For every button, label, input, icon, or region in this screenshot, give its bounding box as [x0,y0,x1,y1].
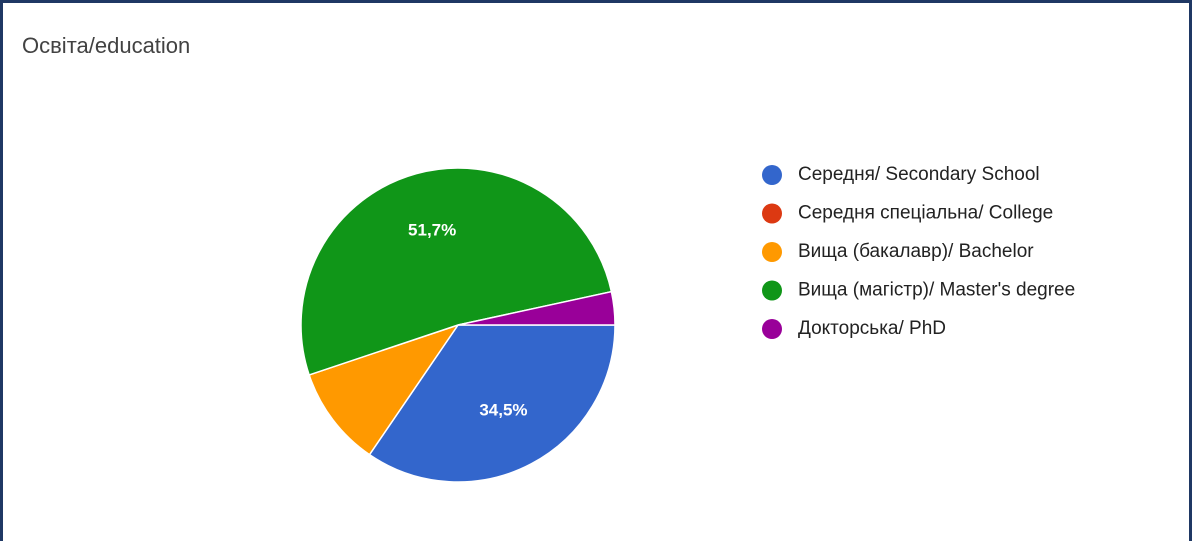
legend-label: Середня/ Secondary School [798,164,1040,185]
legend-swatch [762,242,782,262]
legend-label: Середня спеціальна/ College [798,203,1053,224]
data-label: 51,7% [408,221,456,240]
pie-slice [300,167,613,376]
pie-slice [308,323,460,456]
legend-swatch [762,319,782,339]
chart-title: Освіта/education [22,33,190,58]
legend-label: Докторська/ PhD [798,318,946,339]
legend-swatch [762,203,782,224]
legend-label: Вища (бакалавр)/ Bachelor [798,241,1034,262]
legend-label: Вища (магістр)/ Master's degree [798,280,1075,301]
legend-swatch [762,165,782,185]
legend-swatch [762,280,782,301]
pie-slice [457,290,616,326]
pie-slice [368,324,616,483]
data-label: 34,5% [479,401,527,420]
